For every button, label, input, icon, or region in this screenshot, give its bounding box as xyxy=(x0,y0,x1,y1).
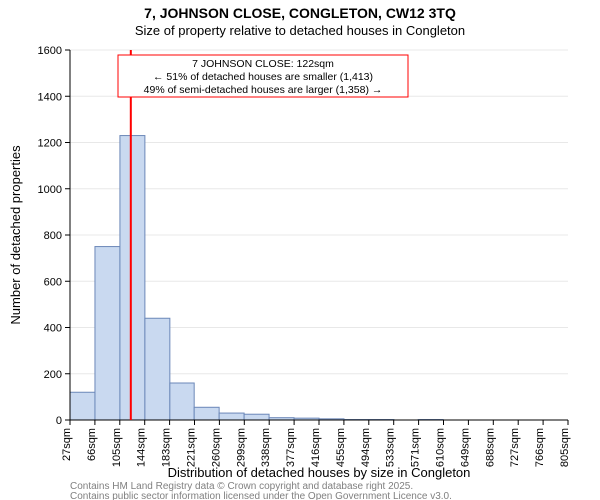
x-tick-label: 610sqm xyxy=(435,428,447,467)
y-tick-label: 800 xyxy=(44,230,62,242)
callout-line1: 7 JOHNSON CLOSE: 122sqm xyxy=(192,58,334,70)
x-tick-label: 66sqm xyxy=(86,428,98,461)
chart-title-main: 7, JOHNSON CLOSE, CONGLETON, CW12 3TQ xyxy=(144,5,456,21)
histogram-bar xyxy=(70,392,95,420)
x-tick-label: 144sqm xyxy=(136,428,148,467)
y-tick-label: 1600 xyxy=(38,45,62,57)
y-tick-label: 1200 xyxy=(38,138,62,150)
histogram-bar xyxy=(170,383,194,420)
y-tick-label: 600 xyxy=(44,276,62,288)
x-tick-label: 766sqm xyxy=(534,428,546,467)
y-tick-label: 0 xyxy=(56,415,62,427)
x-tick-label: 27sqm xyxy=(61,428,73,461)
x-tick-label: 649sqm xyxy=(459,428,471,467)
histogram-bar xyxy=(194,407,219,420)
histogram-bar xyxy=(120,136,145,420)
x-tick-label: 455sqm xyxy=(335,428,347,467)
y-tick-label: 200 xyxy=(44,369,62,381)
y-tick-label: 1000 xyxy=(38,184,62,196)
x-tick-label: 571sqm xyxy=(410,428,422,467)
x-tick-label: 299sqm xyxy=(235,428,247,467)
y-tick-label: 400 xyxy=(44,323,62,335)
histogram-bar xyxy=(145,318,170,420)
histogram-bar xyxy=(219,413,244,420)
x-tick-label: 727sqm xyxy=(509,428,521,467)
x-axis-label: Distribution of detached houses by size … xyxy=(168,465,471,480)
callout-line3: 49% of semi-detached houses are larger (… xyxy=(144,84,383,96)
y-tick-label: 1400 xyxy=(38,91,62,103)
x-tick-label: 105sqm xyxy=(111,428,123,467)
histogram-chart: 0 200 400 600 800 1000 1200 1400 1600 27sqm 66sqm 1… xyxy=(0,0,600,500)
x-tick-label: 805sqm xyxy=(559,428,571,467)
x-tick-label: 260sqm xyxy=(210,428,222,467)
x-tick-label: 494sqm xyxy=(360,428,372,467)
x-tick-label: 533sqm xyxy=(385,428,397,467)
x-tick-label: 416sqm xyxy=(310,428,322,467)
chart-title-sub: Size of property relative to detached ho… xyxy=(135,23,465,38)
x-tick-label: 221sqm xyxy=(186,428,198,467)
callout-line2: ← 51% of detached houses are smaller (1,… xyxy=(153,71,373,83)
footer-line2: Contains public sector information licen… xyxy=(70,491,452,500)
x-tick-label: 338sqm xyxy=(260,428,272,467)
histogram-bar xyxy=(244,414,269,420)
x-tick-label: 377sqm xyxy=(285,428,297,467)
histogram-bar xyxy=(95,247,120,420)
x-tick-label: 688sqm xyxy=(484,428,496,467)
y-axis-label: Number of detached properties xyxy=(8,145,23,325)
x-tick-label: 183sqm xyxy=(161,428,173,467)
